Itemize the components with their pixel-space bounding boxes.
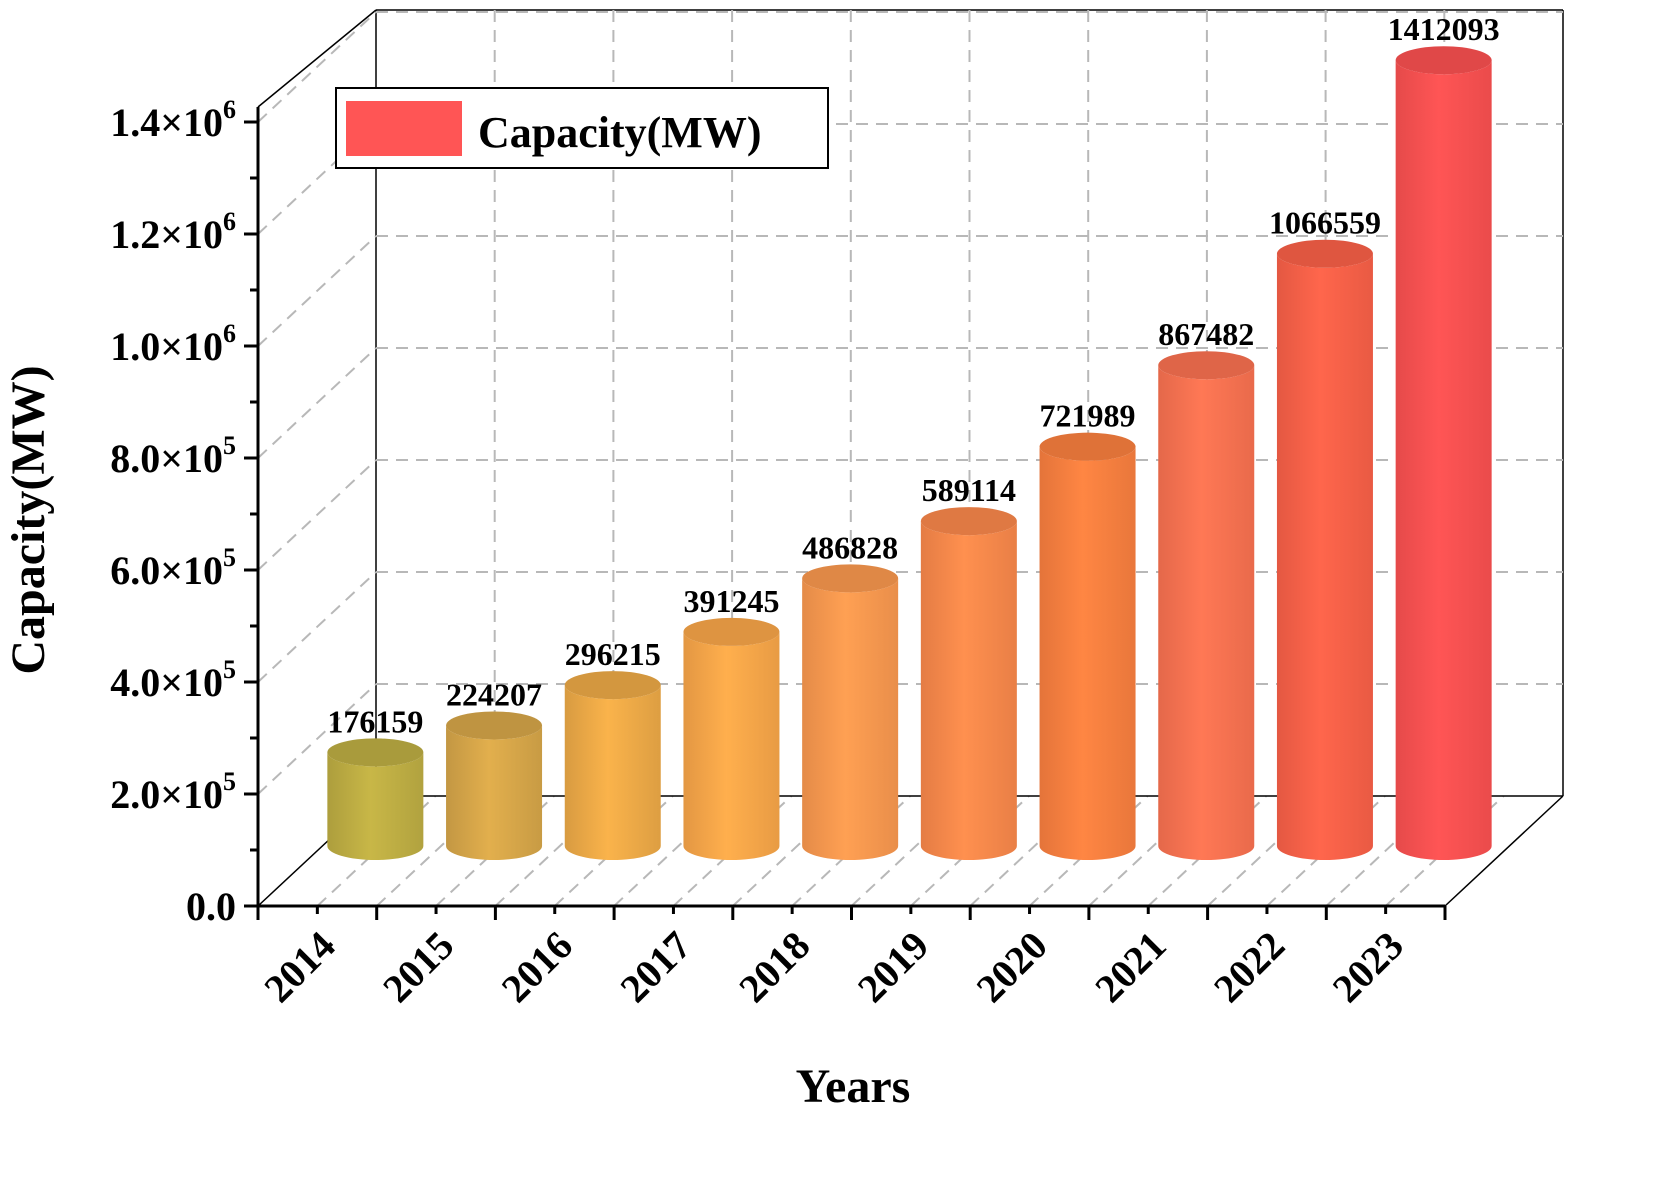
x-axis-title: Years xyxy=(796,1060,911,1113)
y-tick-label: 1.4×106 xyxy=(110,95,236,145)
cylinder-bar-top xyxy=(1158,351,1255,380)
x-tick-label: 2020 xyxy=(968,923,1056,1011)
cylinder-bar-body xyxy=(446,725,543,860)
floor-grid-line xyxy=(1088,795,1208,907)
side-wall-top-edge xyxy=(257,9,377,108)
floor-grid-line xyxy=(732,795,852,907)
cylinder-bar-top xyxy=(683,617,780,646)
cylinder-bar-top xyxy=(564,671,661,700)
chart-bars xyxy=(327,46,1492,861)
x-tick-label: 2016 xyxy=(493,923,581,1011)
floor-grid-line xyxy=(969,795,1089,907)
grid-line-side xyxy=(257,459,377,571)
cylinder-bar-body xyxy=(1158,365,1255,860)
floor-grid-line xyxy=(850,795,971,907)
data-label: 721989 xyxy=(1040,398,1136,434)
data-label: 391245 xyxy=(683,583,779,619)
cylinder-bar-top xyxy=(1039,432,1136,461)
legend-label: Capacity(MW) xyxy=(478,108,762,157)
y-tick-label: 1.0×106 xyxy=(110,319,236,369)
y-tick-label: 2.0×105 xyxy=(110,767,236,817)
cylinder-bar-top xyxy=(1276,239,1373,268)
data-label: 867482 xyxy=(1158,316,1254,352)
y-axis-title: Capacity(MW) xyxy=(2,365,55,674)
x-tick-label: 2022 xyxy=(1205,923,1293,1011)
y-tick-label: 0.0 xyxy=(186,884,236,929)
x-tick-label: 2014 xyxy=(255,923,343,1011)
x-tick-label: 2019 xyxy=(849,923,937,1011)
x-tick-label: 2021 xyxy=(1086,923,1174,1011)
data-label: 589114 xyxy=(922,472,1016,508)
floor-right-edge xyxy=(1444,795,1564,907)
x-tick-label: 2018 xyxy=(730,923,818,1011)
data-label: 486828 xyxy=(802,529,898,565)
chart-data-labels: 176159 224207 296215 391245 486828 589114 7219… xyxy=(327,11,1499,739)
grid-line-side xyxy=(257,123,377,235)
chart-legend: Capacity(MW) xyxy=(335,87,829,169)
cylinder-bar-body xyxy=(920,521,1017,860)
cylinder-bar-body xyxy=(1276,253,1373,861)
y-tick-label: 1.2×106 xyxy=(110,207,236,257)
cylinder-bar-body xyxy=(1039,446,1136,860)
y-tick-label: 6.0×105 xyxy=(110,543,236,593)
grid-line-side xyxy=(257,571,377,683)
legend-swatch xyxy=(346,101,462,156)
grid-line-side xyxy=(257,683,377,795)
data-label: 296215 xyxy=(565,636,661,672)
floor-grid-line xyxy=(494,795,615,907)
data-label: 224207 xyxy=(446,676,542,712)
grid-line-side xyxy=(257,347,377,459)
y-tick-label: 8.0×105 xyxy=(110,431,236,481)
x-tick-label: 2023 xyxy=(1324,923,1412,1011)
cylinder-bar-body xyxy=(802,578,899,860)
grid-line-side xyxy=(257,11,377,123)
data-label: 1066559 xyxy=(1269,205,1381,241)
cylinder-bar-top xyxy=(327,738,424,767)
cylinder-bar-body xyxy=(683,631,780,860)
cylinder-bar-top xyxy=(920,507,1017,536)
floor-grid-line xyxy=(1325,795,1445,907)
grid-line-side xyxy=(257,235,377,347)
x-tick-label: 2017 xyxy=(611,923,699,1011)
floor-grid-line xyxy=(1206,795,1327,907)
floor-grid-line xyxy=(613,795,733,907)
cylinder-bar-body xyxy=(1395,60,1492,861)
data-label: 176159 xyxy=(327,703,423,739)
y-tick-label: 4.0×105 xyxy=(110,655,236,705)
cylinder-bar-body xyxy=(327,752,424,860)
cylinder-bar-top xyxy=(446,711,543,740)
data-label: 1412093 xyxy=(1388,11,1500,47)
cylinder-bar-top xyxy=(802,564,899,593)
x-tick-label: 2015 xyxy=(374,923,462,1011)
cylinder-bar-body xyxy=(564,685,661,860)
cylinder-bar-top xyxy=(1395,46,1492,75)
floor-grid-line xyxy=(376,795,496,907)
